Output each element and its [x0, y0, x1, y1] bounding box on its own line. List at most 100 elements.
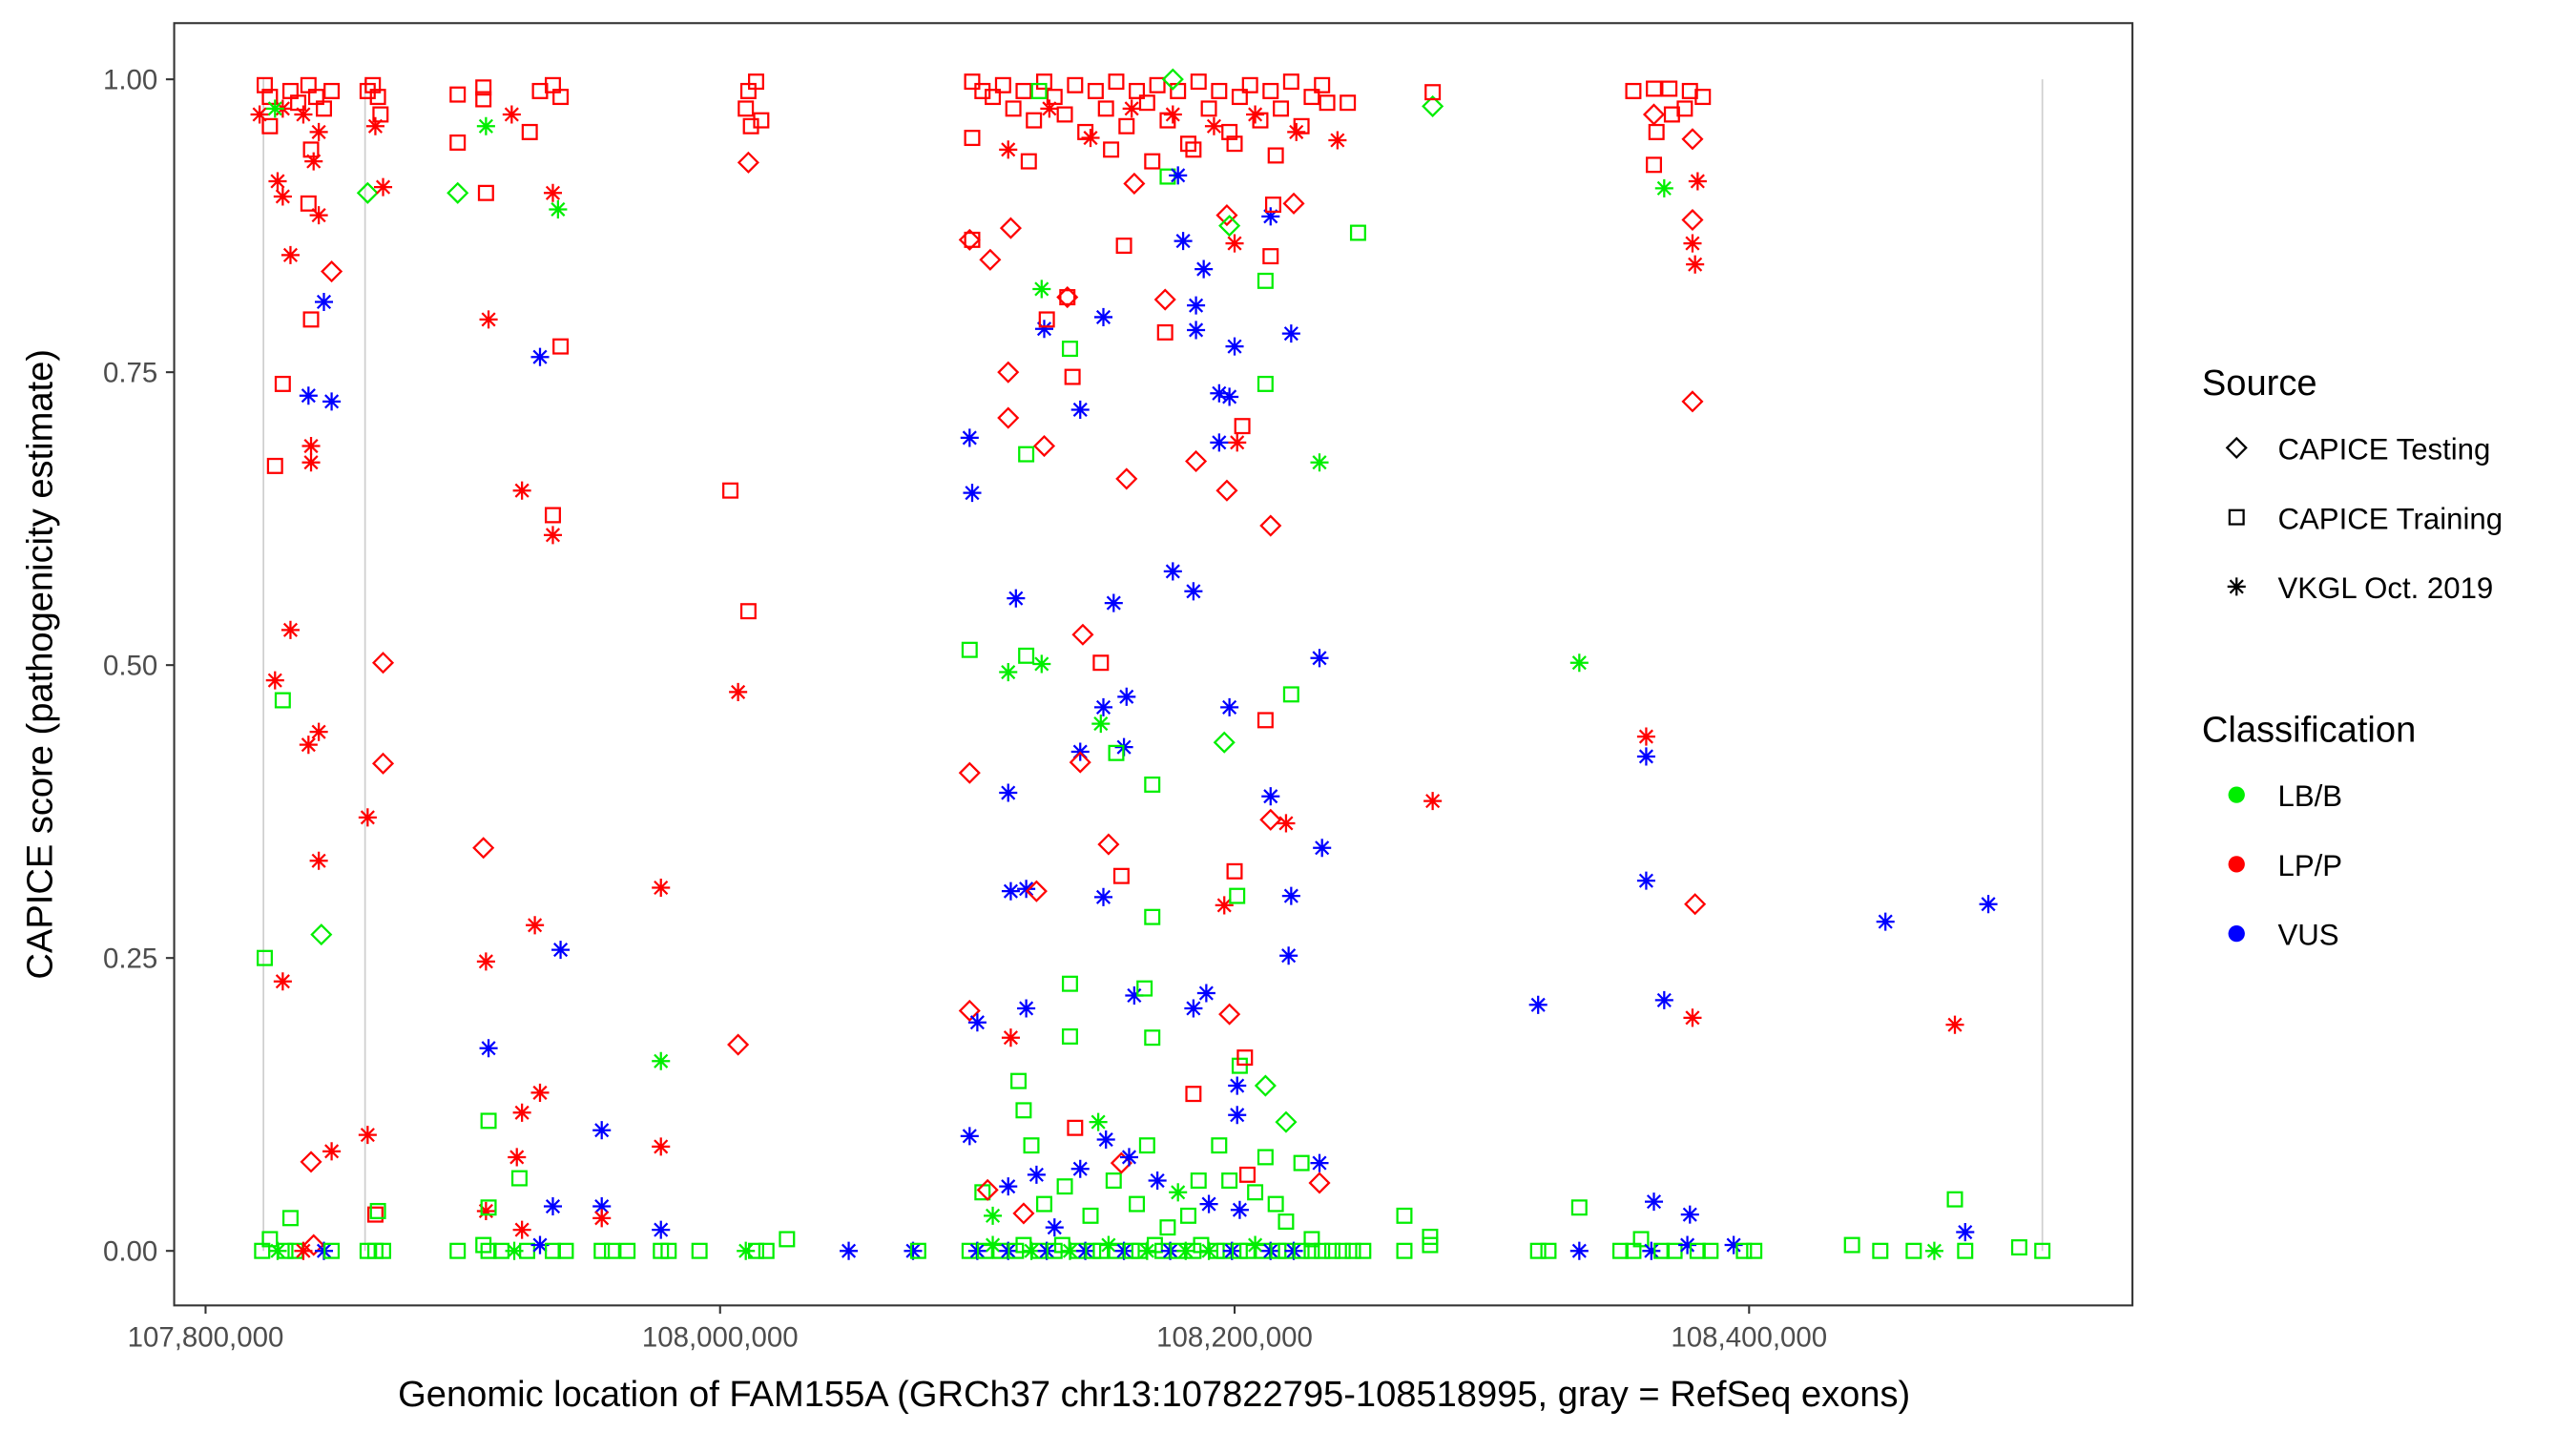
point-square-lp-p: [1159, 112, 1176, 129]
point-square-lb-b: [1010, 1072, 1028, 1089]
point-asterisk-lp-p: [322, 1142, 342, 1161]
point-diamond-lp-p: [737, 151, 759, 174]
point-square-lb-b: [1056, 1178, 1073, 1195]
point-square-lb-b: [1108, 744, 1125, 761]
point-asterisk-vus: [1163, 562, 1182, 581]
point-asterisk-lb-b: [1654, 178, 1673, 197]
point-square-lp-p: [748, 73, 764, 91]
point-diamond-lp-p: [1308, 1172, 1331, 1194]
point-square-lb-b: [1061, 975, 1078, 992]
point-asterisk-vus: [592, 1121, 612, 1140]
y-tick-label: 0.50: [103, 651, 157, 682]
y-axis: 0.00 0.25 0.50 0.75 1.00: [103, 65, 175, 1268]
point-square-lb-b: [1843, 1236, 1860, 1254]
point-square-lb-b: [1221, 1172, 1238, 1190]
point-asterisk-vus: [314, 292, 334, 311]
point-square-lp-p: [1067, 1119, 1084, 1136]
point-asterisk-vus: [1169, 166, 1188, 185]
point-asterisk-lp-p: [1122, 99, 1141, 118]
point-asterisk-lb-b: [1569, 653, 1589, 673]
point-asterisk-vus: [1724, 1235, 1743, 1255]
point-square-lp-p: [1424, 84, 1442, 101]
point-asterisk-vus: [1225, 337, 1244, 356]
point-square-lp-p: [449, 134, 467, 151]
point-square-lb-b: [1082, 1207, 1099, 1224]
point-asterisk-vus: [1680, 1205, 1699, 1224]
point-asterisk-vus: [1199, 1194, 1218, 1213]
point-asterisk-lb-b: [1032, 654, 1051, 674]
point-square-lb-b: [1396, 1242, 1413, 1259]
point-asterisk-vus: [1104, 593, 1123, 612]
point-square-lb-b: [1144, 908, 1161, 925]
point-asterisk-lb-b: [1089, 1112, 1108, 1131]
point-diamond-lb-b: [1254, 1074, 1277, 1097]
point-square-lp-p: [1293, 117, 1310, 135]
point-asterisk-lp-p: [1215, 896, 1234, 915]
point-square-lp-p: [722, 482, 739, 499]
point-square-lp-p: [1282, 73, 1299, 91]
point-square-lb-b: [1282, 686, 1299, 703]
point-square-lp-p: [1303, 89, 1320, 106]
legend-item-square: CAPICE Training: [2228, 502, 2503, 535]
point-square-lp-p: [552, 338, 570, 355]
point-diamond-lp-p: [1025, 880, 1048, 902]
legend-label: VKGL Oct. 2019: [2278, 571, 2494, 605]
point-square-lb-b: [1061, 341, 1078, 358]
point-asterisk-lb-b: [1032, 280, 1051, 299]
point-asterisk-lp-p: [1228, 433, 1247, 452]
point-asterisk-lp-p: [294, 1241, 313, 1260]
point-diamond-lp-p: [958, 999, 981, 1023]
point-square-lb-b: [1179, 1207, 1196, 1224]
point-square-lp-p: [302, 311, 320, 328]
point-square-lp-p: [449, 86, 467, 103]
point-asterisk-vus: [1528, 995, 1548, 1014]
color-dot-icon: [2228, 924, 2245, 943]
point-square-lp-p: [1226, 135, 1243, 153]
x-tick-label: 108,000,000: [642, 1322, 799, 1354]
data-points: [250, 68, 2051, 1260]
point-square-lb-b: [257, 949, 273, 966]
point-square-lp-p: [739, 603, 757, 620]
point-square-lb-b: [1653, 1242, 1671, 1259]
point-square-lp-p: [1226, 862, 1243, 880]
point-square-lb-b: [1396, 1207, 1413, 1224]
point-square-lp-p: [359, 82, 376, 99]
point-square-lp-p: [1077, 123, 1094, 140]
point-asterisk-vus: [652, 1220, 671, 1239]
point-asterisk-vus: [1017, 999, 1036, 1018]
point-asterisk-lp-p: [1683, 234, 1702, 253]
point-diamond-lb-b: [356, 181, 379, 204]
point-diamond-lp-p: [472, 837, 495, 860]
point-asterisk-vus: [1979, 895, 1998, 914]
point-asterisk-lb-b: [476, 116, 495, 135]
point-asterisk-lp-p: [652, 878, 671, 898]
point-asterisk-lb-b: [1924, 1241, 1943, 1260]
point-square-lb-b: [1247, 1184, 1264, 1201]
point-square-lp-p: [323, 82, 341, 99]
point-square-lp-p: [475, 91, 492, 108]
point-asterisk-lp-p: [268, 172, 287, 191]
color-dot-icon: [2228, 856, 2245, 873]
color-dot-icon: [2228, 786, 2245, 803]
point-asterisk-lb-b: [265, 99, 284, 118]
point-asterisk-vus: [1313, 839, 1332, 858]
point-diamond-lp-p: [1259, 514, 1282, 537]
point-square-lb-b: [1570, 1199, 1588, 1216]
point-asterisk-vus: [1210, 433, 1229, 452]
point-asterisk-lp-p: [294, 105, 313, 124]
point-square-lb-b: [2010, 1239, 2027, 1256]
point-square-lb-b: [375, 1242, 392, 1259]
point-diamond-lp-p: [1259, 808, 1282, 831]
point-asterisk-lp-p: [652, 1137, 671, 1156]
point-square-lb-b: [1257, 375, 1274, 392]
point-square-lb-b: [1231, 1057, 1248, 1074]
point-asterisk-vus: [1027, 1165, 1046, 1184]
point-diamond-lp-p: [958, 761, 981, 784]
point-asterisk-lp-p: [1287, 122, 1306, 141]
point-asterisk-lp-p: [526, 916, 545, 935]
point-square-lb-b: [1136, 980, 1153, 997]
point-square-lp-p: [964, 130, 981, 147]
point-diamond-lb-b: [447, 181, 469, 204]
point-square-lb-b: [604, 1242, 620, 1259]
point-square-lp-p: [1112, 867, 1130, 884]
